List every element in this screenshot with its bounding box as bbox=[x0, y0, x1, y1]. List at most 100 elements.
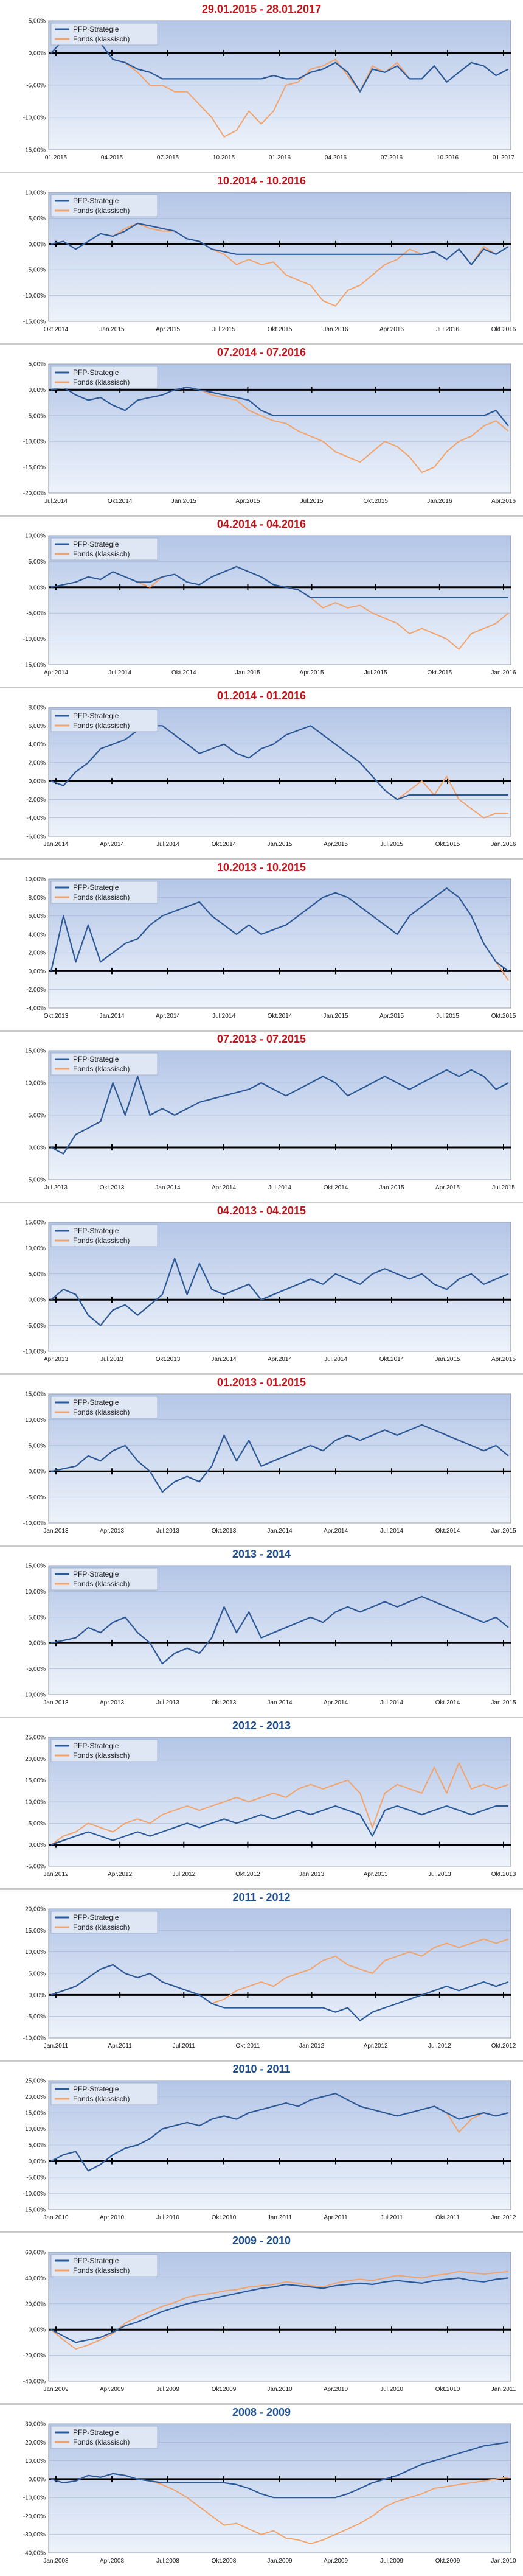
x-tick-label: Apr.2011 bbox=[324, 2214, 348, 2221]
y-tick-label: -4,00% bbox=[26, 815, 46, 822]
y-tick-label: 0,00% bbox=[29, 387, 46, 394]
chart-title: 29.01.2015 - 28.01.2017 bbox=[201, 3, 322, 15]
legend-label-fonds: Fonds (klassisch) bbox=[73, 893, 130, 901]
legend-box bbox=[50, 537, 158, 561]
x-tick-label: 04.2015 bbox=[101, 155, 123, 161]
x-tick-label: Jul.2014 bbox=[212, 1013, 235, 1020]
panel-separator bbox=[0, 515, 523, 517]
x-tick-label: Jan.2012 bbox=[299, 2043, 325, 2049]
legend-label-pfp: PFP-Strategie bbox=[73, 1398, 119, 1407]
x-tick-label: Jul.2015 bbox=[364, 670, 387, 676]
y-tick-label: 10,00% bbox=[25, 2458, 46, 2465]
legend-label-fonds: Fonds (klassisch) bbox=[73, 1751, 130, 1760]
panel-separator bbox=[0, 1202, 523, 1203]
legend-label-fonds: Fonds (klassisch) bbox=[73, 2266, 130, 2275]
y-tick-label: 0,00% bbox=[29, 1992, 46, 1999]
y-tick-label: 0,00% bbox=[29, 1297, 46, 1304]
chart-title: 2008 - 2009 bbox=[232, 2406, 291, 2418]
y-tick-label: 8,00% bbox=[29, 705, 46, 712]
y-tick-label: -15,00% bbox=[23, 319, 46, 326]
series-line-pfp bbox=[50, 33, 509, 93]
x-tick-label: Okt.2011 bbox=[236, 2043, 260, 2049]
series-line-pfp bbox=[50, 725, 508, 800]
legend-label-pfp: PFP-Strategie bbox=[73, 25, 119, 33]
x-tick-label: 01.2016 bbox=[269, 155, 291, 161]
y-tick-label: 5,00% bbox=[29, 1971, 46, 1978]
y-tick-label: 10,00% bbox=[25, 1245, 46, 1252]
y-tick-label: 10,00% bbox=[25, 1080, 46, 1087]
line-chart: 10,00% 8,00% 6,00% 4,00% 2,00% 0,00% -2,00% -4,… bbox=[25, 877, 516, 1020]
y-tick-label: -40,00% bbox=[23, 2379, 46, 2385]
y-tick-label: 2,00% bbox=[29, 760, 46, 766]
x-tick-label: Apr.2010 bbox=[100, 2214, 124, 2221]
x-tick-label: Jan.2010 bbox=[267, 2386, 293, 2393]
x-tick-label: Jul.2013 bbox=[44, 1185, 68, 1191]
x-tick-label: Okt.2016 bbox=[491, 326, 516, 333]
chart-panel: 2008 - 2009 30,00% 20,00% 10,00% 0,00% -10,00… bbox=[0, 2403, 523, 2575]
line-chart: 15,00%10,00%5,00%0,00%-5,00%-10,00%Jan.2… bbox=[23, 1391, 516, 1535]
x-tick-label: Apr.2011 bbox=[108, 2043, 132, 2049]
x-tick-label: Apr.2008 bbox=[100, 2558, 124, 2564]
legend-label-pfp: PFP-Strategie bbox=[73, 2085, 119, 2093]
x-tick-label: Okt.2013 bbox=[491, 1871, 516, 1878]
panel-separator bbox=[0, 343, 523, 345]
x-tick-label: Apr.2015 bbox=[324, 841, 348, 848]
y-tick-label: -10,00% bbox=[23, 2495, 46, 2502]
legend-label-fonds: Fonds (klassisch) bbox=[73, 35, 130, 43]
x-tick-label: 04.2016 bbox=[325, 155, 347, 161]
x-tick-label: Apr.2010 bbox=[324, 2386, 348, 2393]
series-line-pfp bbox=[50, 222, 509, 265]
y-tick-label: 2,00% bbox=[29, 950, 46, 957]
legend-label-fonds: Fonds (klassisch) bbox=[73, 1408, 130, 1416]
x-tick-label: Apr.2014 bbox=[324, 1528, 348, 1535]
y-tick-label: -10,00% bbox=[23, 1521, 46, 1527]
legend-box bbox=[50, 194, 158, 217]
x-tick-label: Apr.2015 bbox=[300, 670, 324, 676]
legend-box bbox=[50, 709, 158, 732]
x-tick-label: Jan.2014 bbox=[267, 1699, 293, 1706]
y-tick-label: -5,00% bbox=[26, 83, 46, 89]
chart-panel: 01.2014 - 01.2016 8,00% 6,00% 4,00% 2,00% 0,0… bbox=[0, 687, 523, 858]
legend-label-pfp: PFP-Strategie bbox=[73, 1570, 119, 1578]
y-tick-label: 30,00% bbox=[25, 2421, 46, 2428]
series-line-pfp bbox=[50, 2441, 509, 2499]
x-tick-label: Jul.2013 bbox=[156, 1699, 179, 1706]
legend-box bbox=[50, 1911, 158, 1934]
y-tick-label: -2,00% bbox=[26, 987, 46, 993]
legend-label-fonds: Fonds (klassisch) bbox=[73, 721, 130, 730]
legend-label-fonds: Fonds (klassisch) bbox=[73, 1236, 130, 1245]
x-tick-label: Jan.2015 bbox=[435, 1356, 460, 1363]
x-tick-label: Jul.2012 bbox=[428, 2043, 451, 2049]
chart-title: 04.2014 - 04.2016 bbox=[216, 518, 307, 530]
legend: PFP-Strategie Fonds (klassisch) bbox=[50, 23, 158, 46]
y-tick-label: -5,00% bbox=[26, 1864, 46, 1871]
x-tick-label: Okt.2014 bbox=[435, 1528, 460, 1535]
line-chart: 8,00% 6,00% 4,00% 2,00% 0,00% -2,00% -4,00% -6,… bbox=[26, 705, 516, 849]
x-tick-label: Apr.2016 bbox=[491, 498, 516, 505]
y-tick-label: 8,00% bbox=[29, 895, 46, 901]
y-tick-label: 4,00% bbox=[29, 741, 46, 748]
chart-panel: 2010 - 2011 25,00% 20,00% 15,00% 10,00% 5,00%… bbox=[0, 2060, 523, 2231]
y-tick-label: 10,00% bbox=[25, 1589, 46, 1595]
chart-panel: 10.2014 - 10.2016 10,00% 5,00% 0,00% -5,00% -… bbox=[0, 172, 523, 343]
x-tick-label: Jul.2013 bbox=[156, 1528, 179, 1535]
y-tick-label: 15,00% bbox=[25, 1391, 46, 1398]
line-chart: 20,00% 15,00% 10,00% 5,00% 0,00% -5,00% -10,00… bbox=[23, 1906, 516, 2050]
y-tick-label: 10,00% bbox=[25, 1949, 46, 1956]
x-tick-label: Jan.2015 bbox=[379, 1185, 404, 1191]
panel-separator bbox=[0, 858, 523, 860]
x-tick-label: Jan.2014 bbox=[99, 1013, 125, 1020]
chart-title: 2010 - 2011 bbox=[232, 2063, 291, 2075]
x-tick-label: Jan.2015 bbox=[323, 1013, 348, 1020]
x-tick-label: Okt.2015 bbox=[491, 1013, 516, 1020]
y-tick-label: -5,00% bbox=[26, 611, 46, 617]
y-tick-label: 20,00% bbox=[25, 1756, 46, 1763]
legend-box bbox=[50, 1396, 158, 1419]
legend-label-fonds: Fonds (klassisch) bbox=[73, 206, 130, 215]
x-tick-label: Apr.2014 bbox=[44, 670, 68, 676]
y-tick-label: 10,00% bbox=[25, 1417, 46, 1424]
